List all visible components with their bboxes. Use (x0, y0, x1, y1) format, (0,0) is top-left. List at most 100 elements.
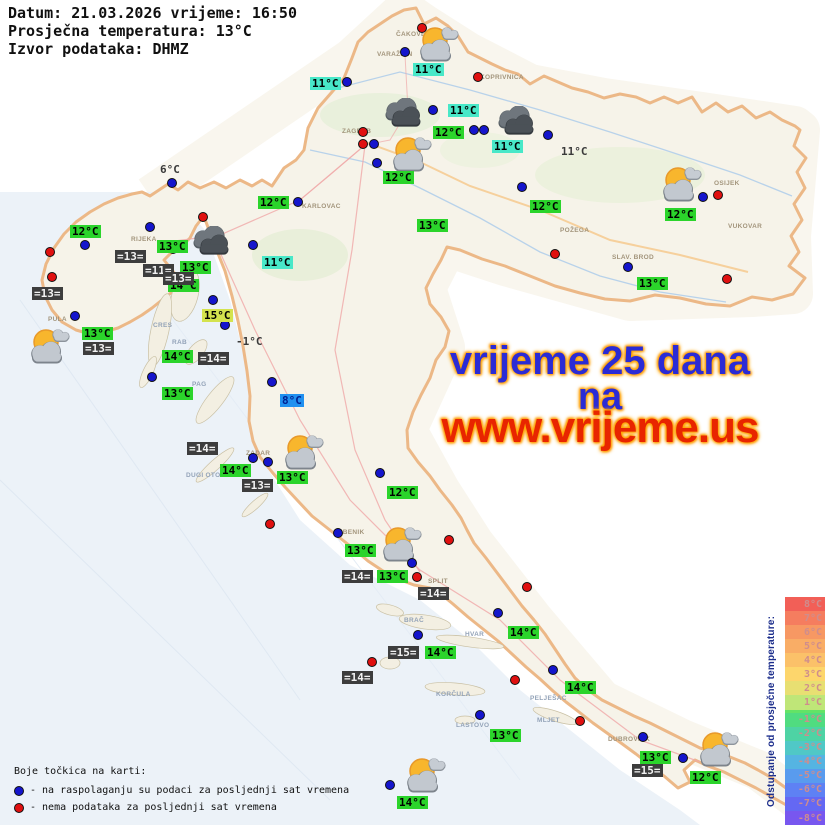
red-station-dot (444, 535, 454, 545)
blue-station-dot (147, 372, 157, 382)
scale-cell: 3°C (785, 667, 825, 682)
map-place-label: KORČULA (436, 691, 471, 698)
legend-dot-icon (14, 802, 24, 813)
map-place-label: POŽEGA (560, 227, 590, 234)
temp-badge: 13°C (417, 219, 448, 232)
temp-badge: 14°C (397, 796, 428, 809)
blue-station-dot (342, 77, 352, 87)
scale-cell: 8°C (785, 597, 825, 612)
blue-station-dot (145, 222, 155, 232)
map-place-label: BRAČ (404, 617, 424, 624)
blue-station-dot (638, 732, 648, 742)
blue-station-dot (375, 468, 385, 478)
temp-badge: 14°C (508, 626, 539, 639)
temp-badge: =15= (388, 646, 419, 659)
blue-station-dot (333, 528, 343, 538)
watermark-url[interactable]: www.vrijeme.us (441, 403, 760, 452)
blue-station-dot (167, 178, 177, 188)
temp-badge: 11°C (310, 77, 341, 90)
temp-badge: =13= (83, 342, 114, 355)
legend-item-label: - nema podataka za posljednji sat vremen… (30, 802, 277, 813)
temp-badge: 13°C (637, 277, 668, 290)
map-place-label: PULA (48, 316, 67, 323)
red-station-dot (358, 139, 368, 149)
temp-badge: 14°C (162, 350, 193, 363)
dot-color-legend: Boje točkica na karti: - na raspolaganju… (14, 766, 349, 816)
map-place-label: KOPRIVNICA (480, 74, 524, 81)
temp-badge: 13°C (490, 729, 521, 742)
temp-badge: =14= (198, 352, 229, 365)
map-place-label: CRES (153, 322, 173, 329)
watermark-line-2: na (577, 376, 623, 418)
scale-cell: -1°C (785, 712, 825, 727)
croatia-landmass (40, 6, 808, 817)
temp-badge: =13= (32, 287, 63, 300)
legend-item: - nema podataka za posljednji sat vremen… (14, 799, 349, 816)
sun-cloud-icon (413, 24, 461, 62)
map-place-label: DUGI OTOK (186, 472, 226, 479)
map-place-label: ČAKOVEC (396, 31, 431, 38)
temp-badge: 12°C (387, 486, 418, 499)
blue-station-dot (369, 139, 379, 149)
scale-cell: -6°C (785, 782, 825, 797)
temp-badge: 13°C (640, 751, 671, 764)
temp-plain-label: 6°C (160, 163, 180, 176)
scale-cell: 5°C (785, 639, 825, 654)
temp-badge: 12°C (70, 225, 101, 238)
scale-cell: -8°C (785, 811, 825, 825)
scale-title: Odstupanje od prosječne temperature: (766, 615, 777, 807)
blue-station-dot (372, 158, 382, 168)
red-station-dot (198, 212, 208, 222)
legend-items: - na raspolaganju su podaci za posljednj… (14, 782, 349, 816)
temp-badge: 15°C (202, 309, 233, 322)
temp-badge: 12°C (690, 771, 721, 784)
blue-station-dot (493, 608, 503, 618)
temp-badge: 12°C (258, 196, 289, 209)
temp-badge: 11°C (262, 256, 293, 269)
blue-station-dot (479, 125, 489, 135)
temp-plain-label: 11°C (561, 145, 588, 158)
blue-station-dot (407, 558, 417, 568)
red-station-dot (417, 23, 427, 33)
date-time-line: Datum: 21.03.2026 vrijeme: 16:50 (8, 4, 297, 22)
blue-station-dot (698, 192, 708, 202)
data-source-line: Izvor podataka: DHMZ (8, 40, 189, 58)
map-place-label: RAB (172, 339, 187, 346)
scale-cell: 2°C (785, 681, 825, 696)
red-station-dot (522, 582, 532, 592)
temp-badge: 13°C (162, 387, 193, 400)
temp-badge: 14°C (425, 646, 456, 659)
temp-badge: 13°C (377, 570, 408, 583)
temp-badge: =14= (187, 442, 218, 455)
scale-cell: 6°C (785, 625, 825, 640)
sun-cloud-icon (278, 432, 326, 470)
scale-cell: 7°C (785, 611, 825, 626)
blue-station-dot (548, 665, 558, 675)
red-station-dot (367, 657, 377, 667)
map-place-label: ZAGREB (342, 128, 372, 135)
red-station-dot (713, 190, 723, 200)
sun-cloud-icon (693, 729, 741, 767)
sun-cloud-icon (386, 134, 434, 172)
scale-cell: -4°C (785, 754, 825, 769)
sun-cloud-icon (400, 755, 448, 793)
dark-cloud-icon (494, 105, 540, 136)
map-place-label: SLAV. BROD (612, 254, 655, 261)
map-place-label: SPLIT (428, 578, 448, 585)
scale-cell: -7°C (785, 796, 825, 811)
blue-station-dot (413, 630, 423, 640)
temp-badge: =14= (342, 570, 373, 583)
temp-badge: =13= (242, 479, 273, 492)
blue-station-dot (248, 453, 258, 463)
temp-badge: =15= (632, 764, 663, 777)
temp-badge: 13°C (157, 240, 188, 253)
watermark-line-1: vrijeme 25 dana (449, 339, 751, 383)
map-place-label: VARAŽDIN (377, 51, 413, 58)
average-temperature-line: Prosječna temperatura: 13°C (8, 22, 252, 40)
dark-cloud-icon (381, 97, 427, 128)
red-station-dot (722, 274, 732, 284)
sun-cloud-icon (24, 326, 72, 364)
red-station-dot (412, 572, 422, 582)
red-station-dot (358, 127, 368, 137)
